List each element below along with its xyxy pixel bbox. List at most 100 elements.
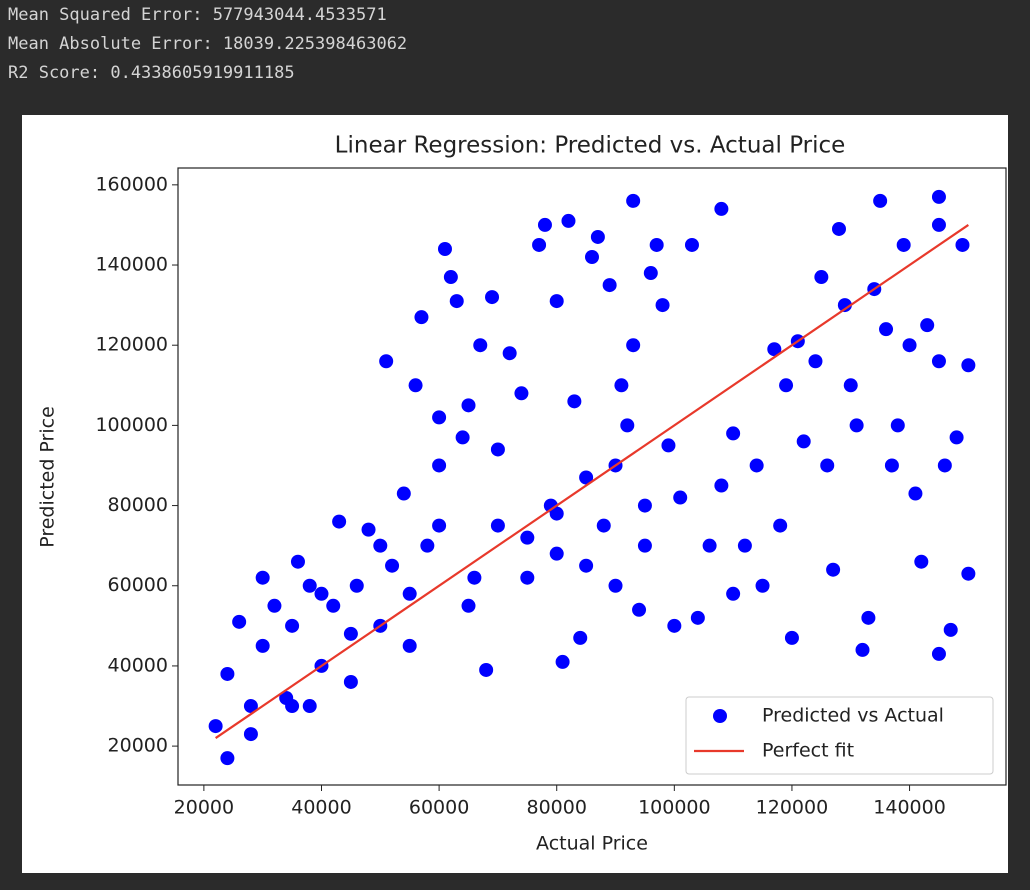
point xyxy=(514,386,529,401)
point xyxy=(520,530,535,545)
point xyxy=(373,538,388,553)
point xyxy=(849,418,864,433)
point xyxy=(837,298,852,313)
legend: Predicted vs Actual Perfect fit xyxy=(685,696,994,775)
point xyxy=(855,642,870,657)
point xyxy=(826,562,841,577)
y-tick-label: 160000 xyxy=(95,173,168,195)
point xyxy=(255,638,270,653)
point xyxy=(908,486,923,501)
point xyxy=(485,290,500,305)
x-axis-label: Actual Price xyxy=(536,833,648,855)
point xyxy=(596,518,611,533)
point xyxy=(949,430,964,445)
point xyxy=(914,554,929,569)
point xyxy=(879,322,894,337)
point xyxy=(637,538,652,553)
output-line: Mean Absolute Error: 18039.225398463062 xyxy=(8,34,408,54)
y-tick-label: 60000 xyxy=(108,574,168,596)
point xyxy=(931,189,946,204)
point xyxy=(502,346,517,361)
point xyxy=(561,213,576,228)
point xyxy=(455,430,470,445)
point xyxy=(714,201,729,216)
y-tick-label: 20000 xyxy=(108,735,168,757)
x-tick-label: 60000 xyxy=(409,797,469,819)
point xyxy=(661,438,676,453)
point xyxy=(684,237,699,252)
point xyxy=(796,434,811,449)
y-tick-label: 100000 xyxy=(95,414,168,436)
point xyxy=(620,418,635,433)
point xyxy=(626,193,641,208)
y-tick-label: 140000 xyxy=(95,254,168,276)
point xyxy=(567,394,582,409)
point xyxy=(702,538,717,553)
x-tick-label: 100000 xyxy=(638,797,711,819)
point xyxy=(449,294,464,309)
point xyxy=(831,221,846,236)
point xyxy=(473,338,488,353)
point xyxy=(861,610,876,625)
point xyxy=(602,278,617,293)
point xyxy=(931,217,946,232)
y-tick-label: 80000 xyxy=(108,494,168,516)
point xyxy=(432,458,447,473)
point xyxy=(208,719,223,734)
point xyxy=(267,598,282,613)
legend-marker xyxy=(713,709,727,723)
point xyxy=(726,426,741,441)
point xyxy=(379,354,394,369)
point xyxy=(232,614,247,629)
point xyxy=(573,630,588,645)
point xyxy=(402,638,417,653)
point xyxy=(490,518,505,533)
point xyxy=(690,610,705,625)
point xyxy=(549,506,564,521)
point xyxy=(314,586,329,601)
point xyxy=(737,538,752,553)
point xyxy=(779,378,794,393)
point xyxy=(302,699,317,714)
point xyxy=(490,442,505,457)
x-tick-label: 80000 xyxy=(526,797,586,819)
x-tick-label: 120000 xyxy=(756,797,829,819)
x-tick-label: 40000 xyxy=(291,797,351,819)
point xyxy=(643,266,658,281)
point xyxy=(626,338,641,353)
point xyxy=(814,270,829,285)
point xyxy=(220,666,235,681)
y-axis-label: Predicted Price xyxy=(37,406,59,548)
fit-line xyxy=(215,224,969,740)
point xyxy=(649,237,664,252)
point xyxy=(884,458,899,473)
point xyxy=(243,727,258,742)
point xyxy=(467,570,482,585)
point xyxy=(408,378,423,393)
point xyxy=(937,458,952,473)
point xyxy=(632,602,647,617)
y-tick-label: 120000 xyxy=(95,334,168,356)
point xyxy=(749,458,764,473)
point xyxy=(843,378,858,393)
point xyxy=(479,662,494,677)
x-tick-label: 20000 xyxy=(174,797,234,819)
output-line: R2 Score: 0.4338605919911185 xyxy=(8,63,295,83)
point xyxy=(555,654,570,669)
point xyxy=(726,586,741,601)
point xyxy=(961,358,976,373)
point xyxy=(285,699,300,714)
point xyxy=(414,310,429,325)
y-tick-label: 40000 xyxy=(108,654,168,676)
point xyxy=(931,354,946,369)
point xyxy=(443,270,458,285)
point xyxy=(549,294,564,309)
point xyxy=(655,298,670,313)
x-tick-label: 140000 xyxy=(873,797,946,819)
point xyxy=(461,598,476,613)
point xyxy=(943,622,958,637)
point xyxy=(808,354,823,369)
point xyxy=(349,578,364,593)
point xyxy=(343,626,358,641)
point xyxy=(532,237,547,252)
